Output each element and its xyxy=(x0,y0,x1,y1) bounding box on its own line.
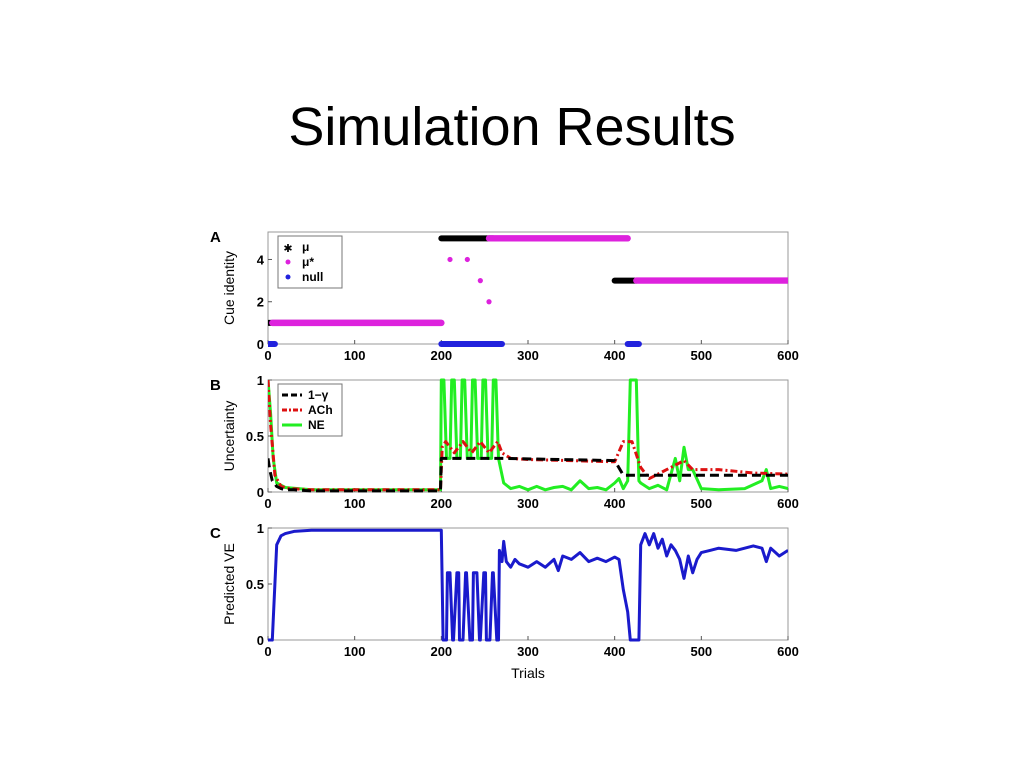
series-line-predicted-ve xyxy=(268,528,788,642)
x-tick-label: 600 xyxy=(777,644,799,659)
x-tick-label: 200 xyxy=(430,496,452,511)
x-tick-label: 500 xyxy=(690,496,712,511)
x-tick-label: 100 xyxy=(344,644,366,659)
y-tick-label: 0 xyxy=(257,485,264,500)
legend-marker xyxy=(285,274,291,280)
panel-letter: C xyxy=(210,525,221,542)
legend-label: ACh xyxy=(308,403,333,417)
plot-area xyxy=(268,378,788,493)
x-tick-label: 400 xyxy=(604,496,626,511)
y-axis-label: Uncertainty xyxy=(221,401,237,472)
x-tick-label: 500 xyxy=(690,644,712,659)
data-point xyxy=(447,256,453,263)
legend-marker xyxy=(285,259,291,265)
x-tick-label: 200 xyxy=(430,348,452,363)
legend-label: μ xyxy=(302,240,309,254)
figure: A Cue identity 0 100 200 300 400 500 600 0 2 4 ✱ μ μ* n… xyxy=(200,222,820,687)
x-tick-label: 600 xyxy=(777,348,799,363)
legend-box xyxy=(277,383,343,437)
x-tick-label: 0 xyxy=(264,348,271,363)
data-point xyxy=(486,299,492,305)
plot-area xyxy=(268,235,788,347)
x-tick-label: 400 xyxy=(604,644,626,659)
legend: ✱ μμ*null xyxy=(277,235,343,289)
x-tick-label: 300 xyxy=(517,496,539,511)
y-tick-label: 0 xyxy=(257,337,264,352)
y-axis-label: Predicted VE xyxy=(221,543,237,625)
x-tick-label: 100 xyxy=(344,496,366,511)
series-mu-star xyxy=(269,235,788,327)
slide-title: Simulation Results xyxy=(288,97,736,157)
panel-letter: B xyxy=(210,377,221,394)
y-tick-label: 4 xyxy=(257,252,265,267)
series-line-ach xyxy=(268,379,788,492)
legend-marker: ✱ xyxy=(283,243,292,255)
legend-label: null xyxy=(302,270,323,284)
y-tick-label: 2 xyxy=(257,295,264,310)
y-tick-label: 1 xyxy=(257,521,264,536)
series-line-gamma xyxy=(268,456,788,493)
x-tick-label: 500 xyxy=(690,348,712,363)
y-tick-label: 1 xyxy=(257,373,264,388)
x-tick-label: 400 xyxy=(604,348,626,363)
axes-box xyxy=(267,527,789,641)
series-line-ne xyxy=(268,378,788,492)
legend-label: μ* xyxy=(302,255,314,269)
y-axis-label: Cue identity xyxy=(221,251,237,325)
x-tick-label: 300 xyxy=(517,644,539,659)
legend-label: NE xyxy=(308,418,325,432)
panel-letter: A xyxy=(210,229,221,246)
x-tick-label: 600 xyxy=(777,496,799,511)
x-tick-label: 0 xyxy=(264,496,271,511)
data-point xyxy=(464,256,470,263)
legend-label: 1−γ xyxy=(308,388,329,402)
data-point xyxy=(477,278,483,284)
x-axis-label: Trials xyxy=(511,665,545,681)
x-tick-label: 200 xyxy=(430,644,452,659)
y-tick-label: 0.5 xyxy=(246,577,264,592)
plot-area xyxy=(268,528,788,642)
x-tick-label: 300 xyxy=(517,348,539,363)
axes-box xyxy=(267,231,789,345)
y-tick-label: 0.5 xyxy=(246,429,264,444)
y-tick-label: 0 xyxy=(257,633,264,648)
x-tick-label: 100 xyxy=(344,348,366,363)
x-tick-label: 0 xyxy=(264,644,271,659)
